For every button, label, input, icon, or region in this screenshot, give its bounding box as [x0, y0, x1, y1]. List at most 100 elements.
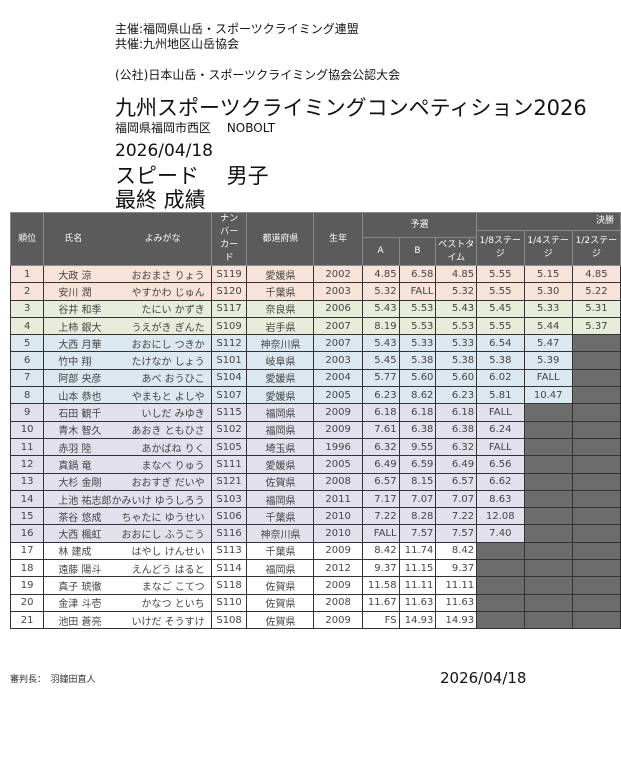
cell-name-reading: 石田 観千 いしだ みゆき	[43, 403, 212, 422]
cell-name: 大杉 金剛	[58, 478, 102, 490]
cell-time-a: 5.32	[361, 282, 400, 301]
cell-prefecture: 埼玉県	[246, 437, 315, 457]
header-b: B	[398, 237, 437, 266]
cell-name-reading: 大杉 金剛 おおすぎ だいや	[43, 472, 212, 491]
results-table: 順位 氏名 よみがな ナンバーカード 都道府県 生年 予選 決勝 1/8ステージ …	[9, 212, 621, 630]
cell-name: 池田 蒼亮	[58, 616, 102, 628]
cell-round-8	[523, 541, 573, 561]
cell-birth-year: 2009	[313, 403, 363, 422]
cell-rank: 19	[9, 576, 45, 595]
page-title: 九州スポーツクライミングコンペティション2026	[115, 96, 587, 120]
cell-name: 真鍋 竜	[58, 460, 92, 472]
cell-round-4: 5.22	[571, 282, 621, 301]
cell-birth-year: 2009	[313, 541, 363, 561]
cell-birth-year: 2002	[313, 264, 363, 284]
cell-time-b: 6.59	[398, 455, 437, 474]
cell-round-8	[523, 437, 573, 457]
cell-round-16: 6.24	[476, 420, 525, 439]
cell-round-16: 6.02	[476, 368, 525, 388]
cell-name-reading: 青木 智久 あおき ともひさ	[43, 420, 212, 439]
header-prefecture: 都道府県	[246, 212, 315, 266]
cell-name: 金津 斗壱	[58, 599, 102, 611]
chief-judge: 審判長： 羽鐘田直人	[10, 675, 96, 685]
cell-bib: S118	[210, 576, 248, 595]
cell-time-a: FS	[361, 610, 400, 630]
cell-name: 遠藤 陽斗	[58, 564, 102, 576]
cell-round-16: 6.56	[476, 455, 525, 474]
cell-reading: いけだ そうすけ	[131, 616, 205, 628]
cell-round-16: FALL	[476, 403, 525, 422]
cell-best-time: 5.32	[435, 282, 478, 301]
cell-round-4	[571, 437, 621, 457]
cell-bib: S104	[210, 368, 248, 388]
cell-rank: 10	[9, 420, 45, 439]
cell-time-b: 5.60	[398, 368, 437, 388]
cell-time-b: 7.07	[398, 489, 437, 509]
cell-best-time: 5.53	[435, 316, 478, 336]
cell-round-4	[571, 507, 621, 526]
table-row: 3 谷井 和季 たにい かずき S117 奈良県 2006 5.43 5.53 5.43 5.45…	[9, 299, 621, 318]
cell-reading: うえがき ぎんた	[131, 322, 205, 334]
cell-bib: S107	[210, 386, 248, 405]
header-name-label: 氏名	[64, 233, 83, 244]
cell-bib: S113	[210, 541, 248, 561]
cell-rank: 3	[9, 299, 45, 318]
cell-name-reading: 真鍋 竜 まなべ りゅう	[43, 455, 212, 474]
cell-round-4	[571, 386, 621, 405]
cell-round-16: 5.55	[476, 282, 525, 301]
cell-time-a: 5.43	[361, 299, 400, 318]
cell-rank: 16	[9, 524, 45, 543]
cell-bib: S112	[210, 334, 248, 353]
cell-round-16: 5.81	[476, 386, 525, 405]
cell-round-4	[571, 610, 621, 630]
cell-rank: 4	[9, 316, 45, 336]
cell-name: 上池 祐志郎	[58, 495, 112, 507]
cell-round-16: 5.45	[476, 299, 525, 318]
cell-reading: はやし けんせい	[131, 547, 205, 559]
cell-best-time: 6.57	[435, 472, 478, 491]
cell-round-16: FALL	[476, 437, 525, 457]
cell-best-time: 5.33	[435, 334, 478, 353]
cell-birth-year: 1996	[313, 437, 363, 457]
header-best: ベストタイム	[435, 237, 478, 266]
cell-round-16: 7.40	[476, 524, 525, 543]
cell-round-4	[571, 489, 621, 509]
cell-time-b: FALL	[398, 282, 437, 301]
cell-round-16: 5.38	[476, 351, 525, 370]
cell-round-8	[523, 559, 573, 578]
cell-name: 大西 月華	[58, 339, 102, 351]
cell-name: 竹中 翔	[58, 357, 92, 369]
cell-birth-year: 2012	[313, 559, 363, 578]
cell-time-a: 6.23	[361, 386, 400, 405]
table-row: 10 青木 智久 あおき ともひさ S102 福岡県 2009 7.61 6.38 6.38 6.…	[9, 420, 621, 439]
cell-round-16: 5.55	[476, 316, 525, 336]
cell-round-16	[476, 576, 525, 595]
cell-bib: S120	[210, 282, 248, 301]
cell-reading: おおまさ りょう	[131, 270, 205, 282]
cell-reading: ちゃたに ゆうせい	[121, 512, 205, 524]
cell-bib: S110	[210, 593, 248, 612]
certification: (公社)日本山岳・スポーツクライミング協会公認大会	[115, 68, 401, 82]
table-row: 16 大西 楓虹 おおにし ふうこう S116 神奈川県 2010 FALL 7.57 7.57…	[9, 524, 621, 543]
cell-round-4	[571, 334, 621, 353]
cell-round-8: 5.39	[523, 351, 573, 370]
cell-name: 阿部 央彦	[58, 374, 102, 386]
cell-time-a: 9.37	[361, 559, 400, 578]
cell-birth-year: 2009	[313, 576, 363, 595]
table-row: 7 阿部 央彦 あべ おうひこ S104 愛媛県 2004 5.77 5.60 5.60 6.02…	[9, 368, 621, 388]
table-row: 15 茶谷 悠成 ちゃたに ゆうせい S106 千葉県 2010 7.22 8.28 7.22 1…	[9, 507, 621, 526]
cell-prefecture: 愛媛県	[246, 386, 315, 405]
cell-name-reading: 真子 琥徹 まなご こてつ	[43, 576, 212, 595]
header-finals: 決勝	[476, 212, 621, 231]
cell-time-b: 5.33	[398, 334, 437, 353]
cell-round-4	[571, 403, 621, 422]
cell-name: 石田 観千	[58, 409, 102, 421]
cell-rank: 17	[9, 541, 45, 561]
cell-round-4	[571, 576, 621, 595]
cell-name: 山本 恭也	[58, 391, 102, 403]
cell-rank: 15	[9, 507, 45, 526]
cell-reading: かなつ といち	[141, 599, 205, 611]
cell-reading: やすかわ じゅん	[131, 287, 205, 299]
cell-bib: S106	[210, 507, 248, 526]
cell-rank: 11	[9, 437, 45, 457]
